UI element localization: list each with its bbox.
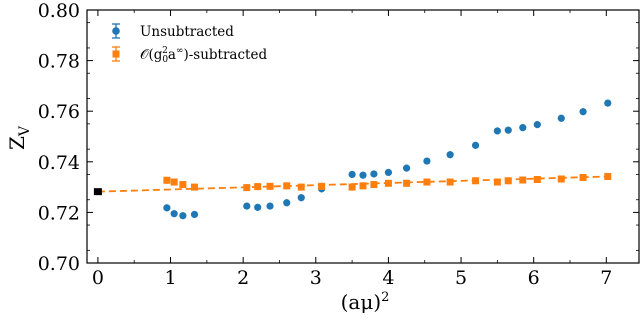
legend-label-subtracted: 𝒪(g02a∞)-subtracted xyxy=(140,46,267,65)
data-point xyxy=(179,181,187,189)
x-tick-label: 3 xyxy=(310,267,322,289)
x-tick-label: 6 xyxy=(528,267,540,289)
data-point xyxy=(179,212,187,220)
data-point xyxy=(493,178,501,186)
data-point xyxy=(359,171,367,179)
data-point xyxy=(297,194,305,202)
y-tick-label: 0.70 xyxy=(38,253,80,275)
data-point xyxy=(423,157,431,165)
data-point xyxy=(533,176,541,184)
data-point xyxy=(446,151,454,159)
data-point xyxy=(402,164,411,172)
data-point xyxy=(283,199,291,207)
legend-marker-unsubtracted xyxy=(112,23,120,39)
data-point xyxy=(170,210,178,218)
data-point xyxy=(557,175,565,183)
legend: Unsubtracted 𝒪(g02a∞)-subtracted xyxy=(112,23,267,65)
x-tick-label: 2 xyxy=(237,267,249,289)
data-point xyxy=(423,178,431,186)
data-point xyxy=(254,203,262,211)
data-point xyxy=(370,181,378,189)
data-point xyxy=(163,176,171,184)
data-point xyxy=(359,182,367,190)
data-point xyxy=(297,183,305,191)
data-point xyxy=(504,126,512,134)
data-point xyxy=(384,168,393,177)
data-point xyxy=(533,121,541,129)
data-point xyxy=(318,182,326,190)
data-point xyxy=(472,177,480,185)
data-point xyxy=(604,172,612,180)
y-tick-label: 0.74 xyxy=(38,152,80,174)
data-point xyxy=(579,173,587,181)
data-point xyxy=(370,170,378,178)
data-point xyxy=(519,124,527,132)
extrapolated-point xyxy=(93,188,102,196)
data-point xyxy=(471,141,480,149)
data-point xyxy=(190,183,198,191)
data-point xyxy=(384,179,392,187)
data-point xyxy=(504,177,512,185)
data-point xyxy=(403,179,411,187)
data-point xyxy=(579,108,587,116)
data-point xyxy=(557,114,565,122)
axis-ticks: 0 1 2 3 4 5 6 7 0.70 0.72 0.74 0.76 0.78 0.80 xyxy=(38,0,639,289)
data-point xyxy=(519,176,527,184)
data-point xyxy=(266,202,274,210)
legend-marker-subtracted xyxy=(112,46,120,62)
data-point xyxy=(254,183,262,191)
data-point xyxy=(348,170,356,179)
legend-label-unsubtracted: Unsubtracted xyxy=(140,24,234,40)
x-tick-label: 7 xyxy=(600,267,612,289)
data-point xyxy=(493,127,501,135)
x-tick-label: 1 xyxy=(164,267,176,289)
series-subtracted xyxy=(163,172,612,192)
x-tick-label: 4 xyxy=(382,267,394,289)
y-tick-label: 0.78 xyxy=(38,51,80,73)
x-tick-label: 5 xyxy=(455,267,467,289)
y-tick-label: 0.72 xyxy=(38,202,80,224)
data-point xyxy=(348,183,356,191)
y-axis-label: ZV xyxy=(5,125,33,150)
y-tick-label: 0.80 xyxy=(38,0,80,22)
y-tick-label: 0.76 xyxy=(38,101,80,123)
data-point xyxy=(190,210,199,219)
series-unsubtracted xyxy=(163,99,612,220)
plot-frame xyxy=(86,9,640,264)
data-point xyxy=(446,178,454,186)
data-point xyxy=(266,182,274,190)
data-point xyxy=(283,182,291,190)
series-layer xyxy=(93,99,612,220)
data-point xyxy=(604,99,612,107)
data-point xyxy=(243,202,251,210)
x-tick-label: 0 xyxy=(92,267,104,289)
x-axis-label: (aμ)2 xyxy=(341,290,390,314)
data-point xyxy=(163,204,171,212)
data-point xyxy=(170,178,178,186)
data-point xyxy=(243,184,251,192)
